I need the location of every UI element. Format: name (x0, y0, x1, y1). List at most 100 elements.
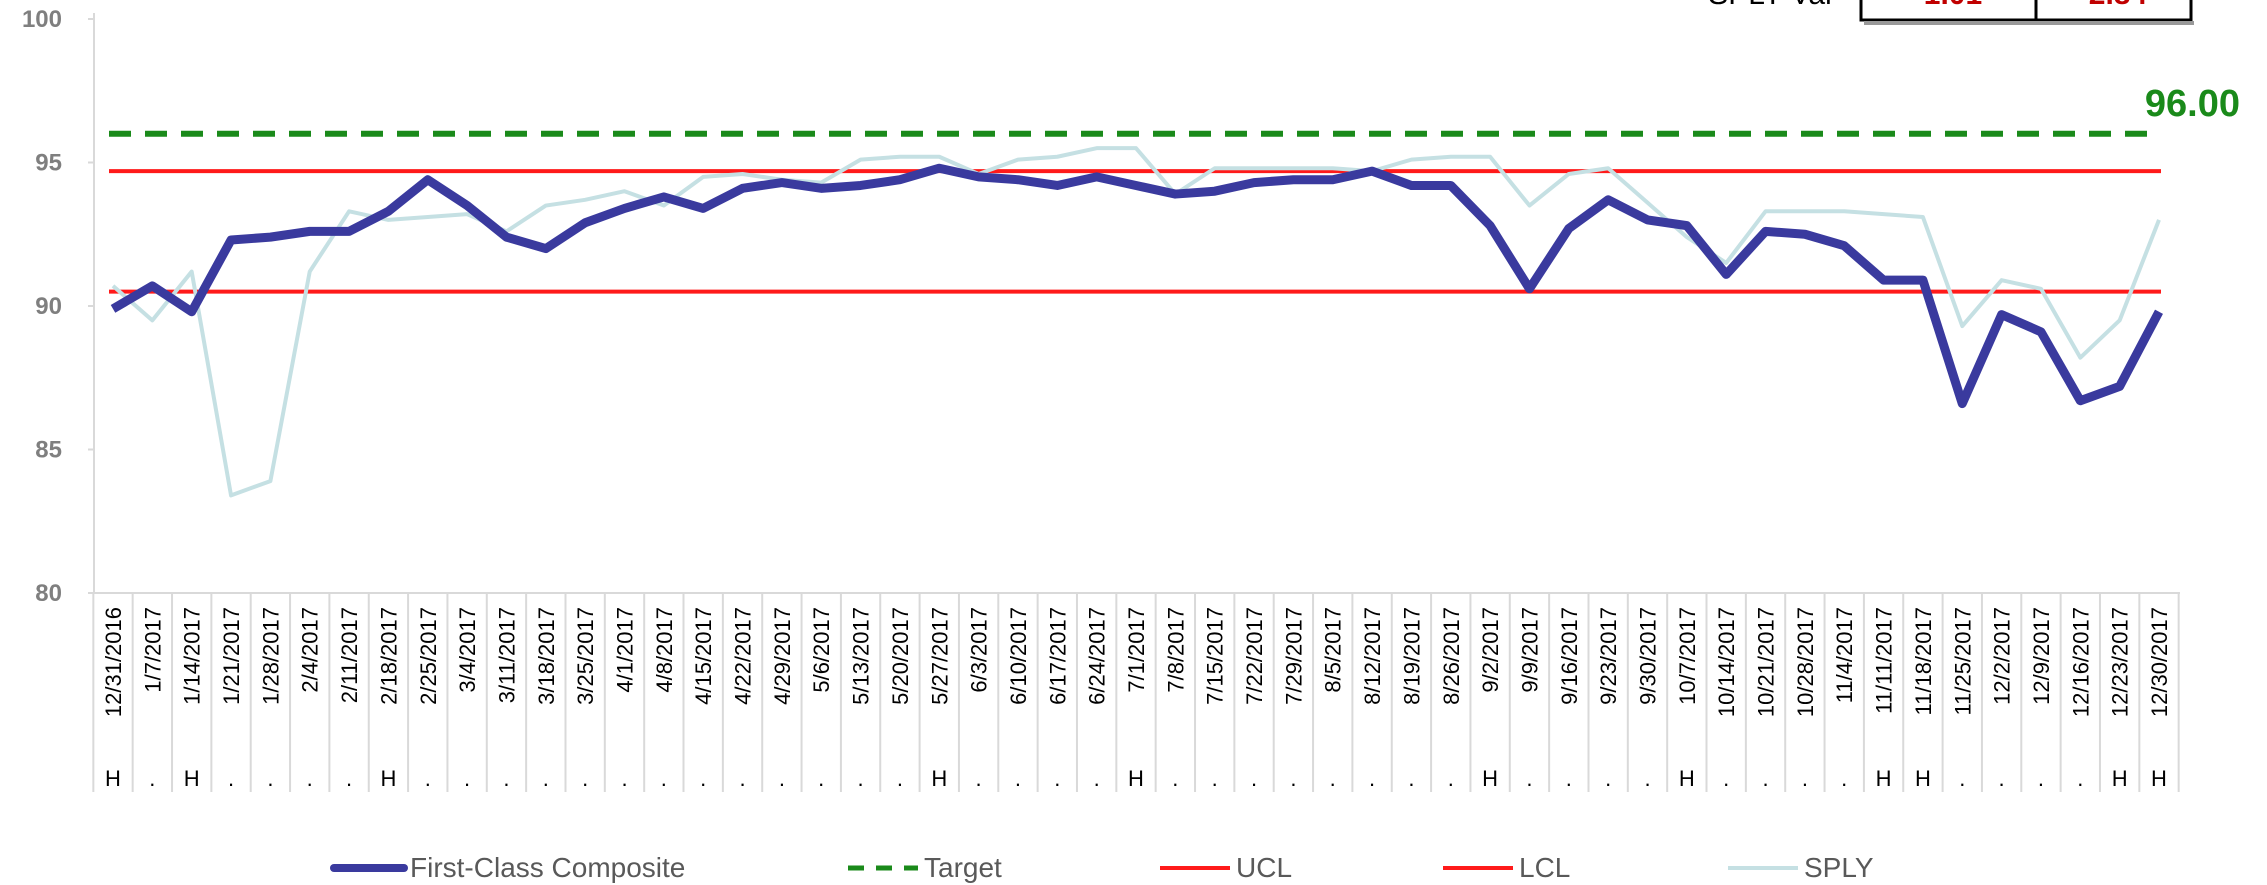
y-tick-label: 100 (22, 6, 62, 33)
x-tick-label: 3/25/2017 (573, 607, 598, 705)
x-tick-label: 10/21/2017 (1754, 607, 1779, 717)
x-tick-label: 9/23/2017 (1596, 607, 1621, 705)
x-tick-label: 10/28/2017 (1793, 607, 1818, 717)
x-tick-label: 11/11/2017 (1872, 607, 1897, 714)
category-flag: H (184, 766, 200, 791)
x-tick-label: 2/11/2017 (337, 607, 362, 703)
category-flag: . (582, 766, 588, 791)
category-flag: . (1290, 766, 1296, 791)
x-tick-label: 7/15/2017 (1203, 607, 1228, 705)
series-line (110, 163, 2163, 409)
category-flag: . (543, 766, 549, 791)
category-flag: . (1605, 766, 1611, 791)
category-flag: . (1015, 766, 1021, 791)
category-flag: . (1959, 766, 1965, 791)
summary-cell (2034, 0, 2193, 22)
category-flag: . (1723, 766, 1729, 791)
category-flag: . (228, 766, 234, 791)
y-tick-label: 80 (35, 580, 62, 607)
category-flag: . (818, 766, 824, 791)
category-flag: H (1128, 766, 1144, 791)
y-tick-label: 95 (35, 150, 62, 177)
category-flag: . (1999, 766, 2005, 791)
x-tick-label: 12/30/2017 (2147, 607, 2172, 717)
summary-value: -2.84 (2079, 0, 2148, 11)
x-tick-label: 4/1/2017 (613, 607, 638, 693)
x-tick-label: 8/26/2017 (1439, 607, 1464, 705)
x-tick-label: 2/18/2017 (376, 607, 401, 705)
x-tick-label: 1/28/2017 (258, 607, 283, 705)
x-tick-label: 2/4/2017 (298, 607, 323, 693)
x-tick-label: 12/31/2016 (101, 607, 126, 717)
x-tick-label: 3/18/2017 (534, 607, 559, 705)
legend-label: LCL (1519, 852, 1570, 883)
category-flag: . (307, 766, 313, 791)
x-tick-label: 1/7/2017 (140, 607, 165, 693)
category-flag: . (2038, 766, 2044, 791)
x-tick-label: 11/4/2017 (1832, 607, 1857, 703)
category-flag: . (1841, 766, 1847, 791)
x-tick-label: 11/25/2017 (1950, 607, 1975, 715)
category-flag: . (346, 766, 352, 791)
category-flag: . (1094, 766, 1100, 791)
category-flag: . (1762, 766, 1768, 791)
x-tick-label: 5/20/2017 (888, 607, 913, 705)
category-flag: . (621, 766, 627, 791)
x-tick-label: 7/1/2017 (1124, 607, 1149, 693)
x-tick-label: 9/2/2017 (1478, 607, 1503, 693)
x-tick-label: 5/6/2017 (809, 607, 834, 693)
x-tick-label: 9/9/2017 (1517, 607, 1542, 693)
category-flag: . (779, 766, 785, 791)
category-flag: . (1644, 766, 1650, 791)
x-tick-label: 12/16/2017 (2068, 607, 2093, 717)
category-flag: . (661, 766, 667, 791)
legend-label: SPLY (1804, 852, 1874, 883)
category-flag: H (1876, 766, 1892, 791)
x-tick-label: 3/4/2017 (455, 607, 480, 693)
category-flag: H (2112, 766, 2128, 791)
x-tick-label: 5/13/2017 (849, 607, 874, 705)
x-tick-label: 6/10/2017 (1006, 607, 1031, 705)
category-flag: . (464, 766, 470, 791)
category-flag: . (149, 766, 155, 791)
x-tick-label: 11/18/2017 (1911, 607, 1936, 715)
x-tick-label: 8/12/2017 (1360, 607, 1385, 705)
category-flag: . (503, 766, 509, 791)
category-flag: . (267, 766, 273, 791)
x-tick-label: 6/24/2017 (1085, 607, 1110, 705)
y-tick-label: 90 (35, 293, 62, 320)
x-tick-label: 3/11/2017 (494, 607, 519, 703)
category-flag: . (739, 766, 745, 791)
series-line (111, 146, 2161, 498)
legend-label: First-Class Composite (410, 852, 685, 883)
category-flag: . (425, 766, 431, 791)
category-flag: . (1251, 766, 1257, 791)
legend-label: Target (924, 852, 1002, 883)
x-tick-label: 4/22/2017 (731, 607, 756, 705)
category-flag: H (2151, 766, 2167, 791)
x-tick-label: 2/25/2017 (416, 607, 441, 705)
category-flag: H (105, 766, 121, 791)
category-flag: . (1369, 766, 1375, 791)
summary-label: SPLY Var (1708, 0, 1835, 11)
x-tick-label: 5/27/2017 (927, 607, 952, 705)
x-tick-label: 6/17/2017 (1045, 607, 1070, 705)
legend-label: UCL (1236, 852, 1292, 883)
category-flag: . (1802, 766, 1808, 791)
x-tick-label: 4/29/2017 (770, 607, 795, 705)
category-flag: . (1526, 766, 1532, 791)
category-flag: . (2077, 766, 2083, 791)
summary-value: -1.01 (1914, 0, 1982, 11)
category-flag: H (380, 766, 396, 791)
x-tick-label: 7/22/2017 (1242, 607, 1267, 705)
reference-label: 96.00 (2145, 83, 2240, 125)
x-tick-label: 4/8/2017 (652, 607, 677, 693)
category-flag: H (1915, 766, 1931, 791)
x-tick-label: 12/23/2017 (2108, 607, 2133, 717)
category-flag: . (976, 766, 982, 791)
category-flag: . (1330, 766, 1336, 791)
x-tick-label: 9/16/2017 (1557, 607, 1582, 705)
category-flag: H (1679, 766, 1695, 791)
